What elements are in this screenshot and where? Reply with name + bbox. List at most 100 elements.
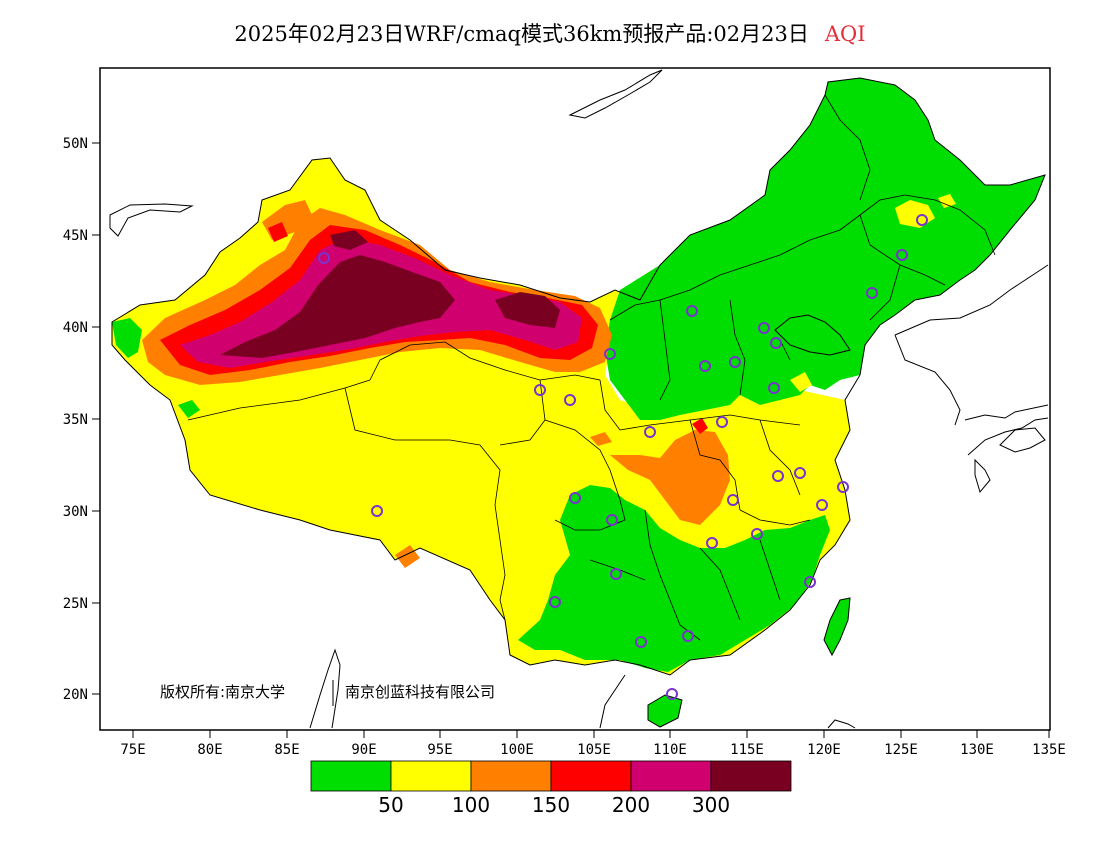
- lon-tick-label: 100E: [500, 742, 534, 758]
- lon-tick-label: 115E: [730, 742, 764, 758]
- lon-tick-label: 125E: [884, 742, 918, 758]
- longitude-axis: 75E 80E 85E 90E 95E 100E 105E 110E 115E …: [120, 730, 1066, 758]
- aqi-legend: 50 100 150 200 300: [310, 760, 792, 817]
- lon-tick-label: 130E: [960, 742, 994, 758]
- lon-tick: 105E: [577, 730, 611, 758]
- legend-swatch: [310, 760, 392, 792]
- lon-tick-label: 135E: [1032, 742, 1066, 758]
- aqi-region-good-west-2: [178, 400, 200, 418]
- station-marker: [916, 214, 928, 226]
- title-main: 2025年02月23日WRF/cmaq模式36km预报产品:02月23日: [234, 22, 809, 46]
- aqi-region-sensitive-small-2: [590, 432, 612, 446]
- station-marker: [699, 360, 711, 372]
- latitude-axis: 20N 25N 30N 35N 40N 45N 50N: [63, 136, 100, 703]
- lat-tick: 20N: [63, 687, 100, 703]
- lat-tick: 30N: [63, 504, 100, 520]
- aqi-region-good-west: [112, 318, 142, 358]
- lat-tick-label: 20N: [63, 687, 88, 703]
- lat-tick-label: 45N: [63, 228, 88, 244]
- lat-tick-label: 25N: [63, 596, 88, 612]
- aqi-region-good-northeast: [605, 78, 1045, 420]
- station-marker: [804, 576, 816, 588]
- station-marker: [727, 494, 739, 506]
- neighbor-coastlines: [109, 69, 1049, 729]
- station-marker: [610, 568, 622, 580]
- lon-tick: 115E: [730, 730, 764, 758]
- station-marker: [816, 499, 828, 511]
- lon-tick: 95E: [427, 730, 453, 758]
- lat-tick-label: 35N: [63, 412, 88, 428]
- station-marker: [768, 382, 780, 394]
- taiwan-outline: [823, 597, 851, 657]
- lat-tick: 50N: [63, 136, 100, 152]
- lat-tick: 25N: [63, 596, 100, 612]
- station-marker: [866, 287, 878, 299]
- lon-tick: 90E: [351, 730, 377, 758]
- hainan-outline: [647, 694, 683, 728]
- lon-tick-label: 90E: [351, 742, 376, 758]
- aqi-region-moderate-ne-2: [938, 194, 956, 208]
- station-marker: [751, 528, 763, 540]
- lat-tick: 45N: [63, 228, 100, 244]
- legend-swatch: [470, 760, 552, 792]
- lon-tick-label: 95E: [427, 742, 452, 758]
- lat-tick-label: 40N: [63, 320, 88, 336]
- province-boundaries: [187, 94, 996, 641]
- station-markers: [318, 214, 928, 700]
- station-marker: [772, 470, 784, 482]
- lat-tick: 35N: [63, 412, 100, 428]
- lon-tick: 80E: [197, 730, 223, 758]
- station-marker: [896, 249, 908, 261]
- china-outline: [111, 77, 1046, 676]
- lon-tick-label: 75E: [120, 742, 145, 758]
- station-marker: [564, 394, 576, 406]
- copyright-owner-a: 版权所有:南京大学: [160, 683, 285, 701]
- aqi-region-good-south: [518, 485, 830, 672]
- lon-tick-label: 85E: [274, 742, 299, 758]
- lon-tick-label: 110E: [653, 742, 687, 758]
- lat-tick-label: 50N: [63, 136, 88, 152]
- lon-tick: 85E: [274, 730, 300, 758]
- station-marker: [606, 514, 618, 526]
- map-title: 2025年02月23日WRF/cmaq模式36km预报产品:02月23日 AQI: [0, 18, 1100, 48]
- legend-label: 200: [612, 793, 650, 817]
- lat-tick-label: 30N: [63, 504, 88, 520]
- station-marker: [686, 305, 698, 317]
- legend-swatch: [390, 760, 472, 792]
- station-marker: [371, 505, 383, 517]
- lon-tick: 100E: [500, 730, 534, 758]
- lon-tick: 110E: [653, 730, 687, 758]
- aqi-region-hazardous-nw-2: [330, 230, 368, 250]
- lon-tick: 130E: [960, 730, 994, 758]
- legend-label: 300: [692, 793, 730, 817]
- station-marker: [604, 348, 616, 360]
- station-marker: [837, 481, 849, 493]
- station-marker: [706, 537, 718, 549]
- aqi-region-moderate-ne: [895, 200, 935, 228]
- legend-label: 100: [452, 793, 490, 817]
- aqi-region-hazardous-northwest: [220, 255, 455, 358]
- aqi-region-moderate-bohai: [790, 372, 812, 392]
- legend-label: 150: [532, 793, 570, 817]
- station-marker: [635, 636, 647, 648]
- aqi-region-hazardous-gansu: [495, 292, 560, 328]
- lon-tick-label: 105E: [577, 742, 611, 758]
- station-marker: [716, 416, 728, 428]
- lon-tick: 75E: [120, 730, 146, 758]
- station-marker: [549, 596, 561, 608]
- map-frame: [99, 67, 1051, 731]
- station-marker: [644, 426, 656, 438]
- lat-tick: 40N: [63, 320, 100, 336]
- title-variable: AQI: [824, 22, 866, 46]
- map-plot-area: 版权所有:南京大学 南京创蓝科技有限公司: [100, 68, 1050, 730]
- station-marker: [794, 467, 806, 479]
- legend-swatch: [710, 760, 792, 792]
- station-marker: [318, 252, 330, 264]
- aqi-region-good-hainan: [648, 695, 682, 727]
- copyright-owner-b: 南京创蓝科技有限公司: [345, 683, 495, 701]
- legend-swatch: [550, 760, 632, 792]
- station-marker: [534, 384, 546, 396]
- aqi-region-unhealthy-central: [692, 418, 708, 434]
- aqi-region-unhealthy-nw-2: [268, 222, 288, 242]
- lon-tick-label: 120E: [807, 742, 841, 758]
